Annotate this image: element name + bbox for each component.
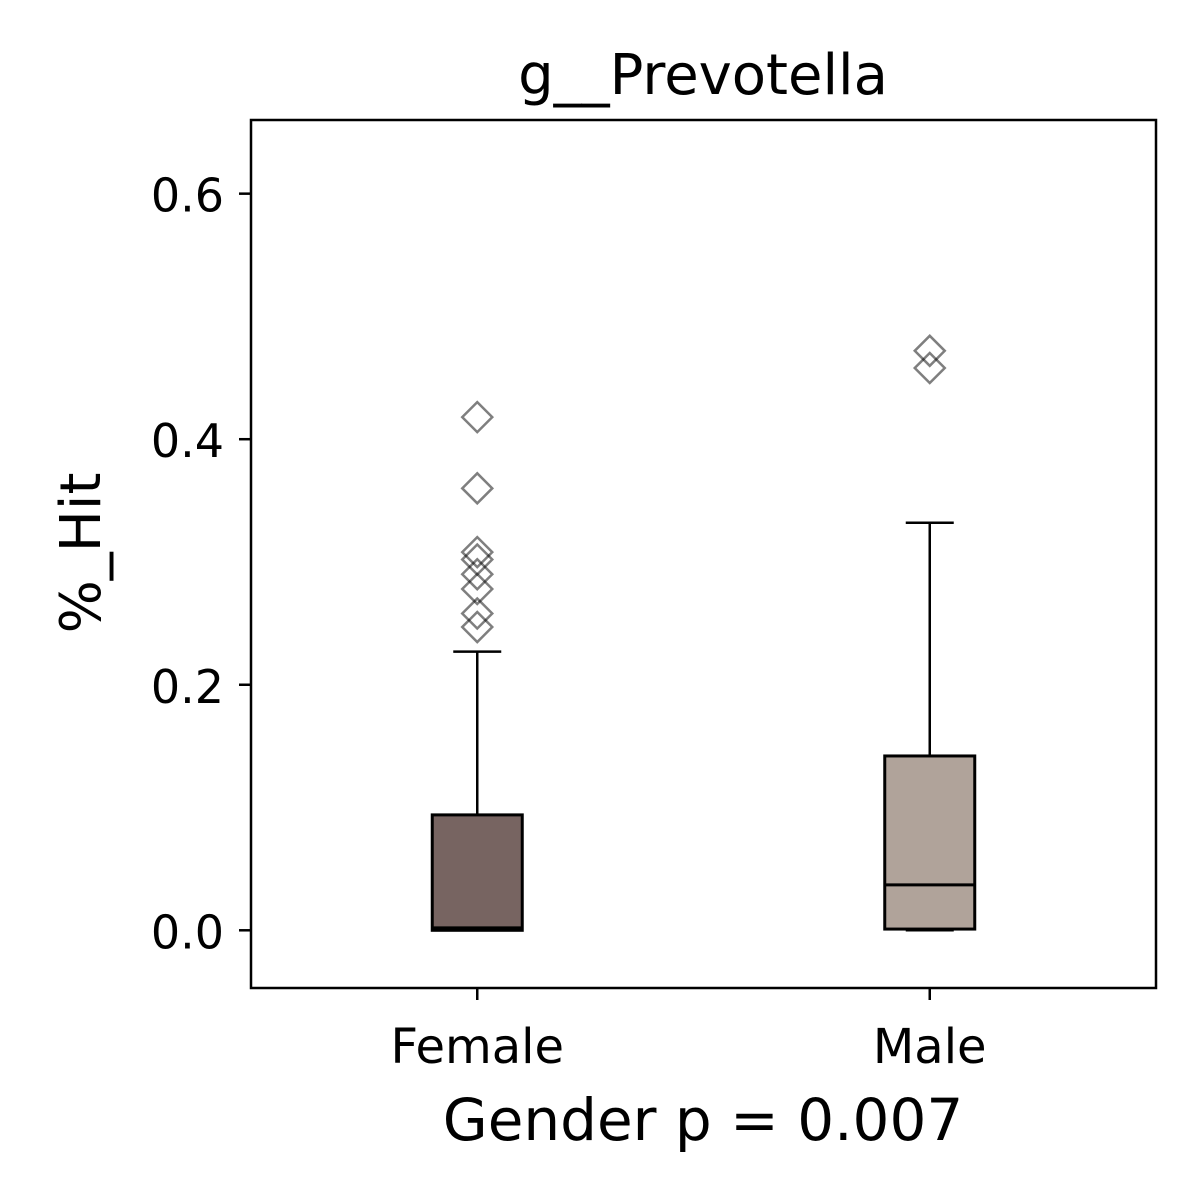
x-tick-label: Male bbox=[873, 1019, 987, 1075]
x-axis-label: Gender p = 0.007 bbox=[443, 1086, 964, 1154]
outlier-point bbox=[460, 400, 495, 434]
outlier-point bbox=[460, 596, 495, 631]
outlier-point bbox=[460, 557, 495, 592]
outlier-point bbox=[460, 610, 495, 644]
box-group-female bbox=[430, 400, 524, 932]
box-group-male bbox=[883, 334, 977, 932]
outlier-point bbox=[912, 334, 947, 368]
y-tick-label: 0.2 bbox=[151, 660, 224, 714]
outlier-point bbox=[912, 351, 947, 385]
y-axis-label: %_Hit bbox=[49, 473, 114, 634]
x-tick-label: Female bbox=[390, 1019, 564, 1075]
chart-title: g__Prevotella bbox=[518, 43, 888, 108]
plot-area bbox=[430, 334, 977, 932]
y-tick-label: 0.6 bbox=[151, 169, 224, 223]
outlier-point bbox=[460, 471, 495, 506]
outlier-point bbox=[460, 572, 495, 606]
outlier-point bbox=[460, 535, 495, 569]
box-iqr bbox=[883, 754, 977, 931]
y-tick-label: 0.4 bbox=[151, 414, 224, 468]
box-iqr bbox=[430, 813, 524, 932]
plot-frame bbox=[249, 118, 1158, 990]
y-tick-label: 0.0 bbox=[151, 905, 224, 959]
